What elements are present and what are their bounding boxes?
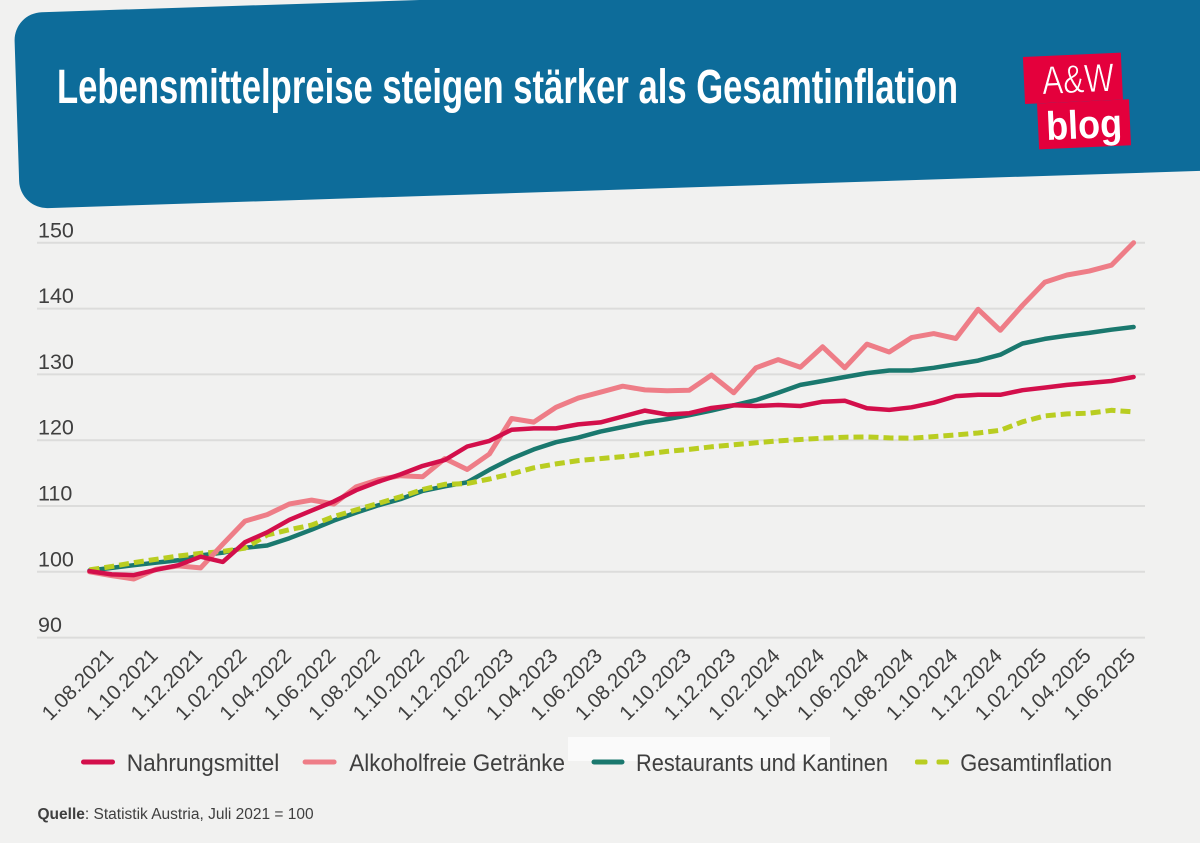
svg-text:Gesamtinflation: Gesamtinflation [960, 750, 1112, 777]
svg-text:Nahrungsmittel: Nahrungsmittel [127, 750, 280, 777]
svg-text:120: 120 [38, 416, 74, 440]
svg-text:Quelle: Statistik Austria, Jul: Quelle: Statistik Austria, Juli 2021 = 1… [38, 806, 315, 823]
svg-text:130: 130 [38, 350, 74, 374]
svg-text:A&W: A&W [1041, 56, 1115, 103]
svg-text:Alkoholfreie Getränke: Alkoholfreie Getränke [349, 750, 565, 777]
svg-text:90: 90 [38, 613, 62, 637]
svg-text:110: 110 [38, 482, 72, 506]
svg-text:Restaurants und Kantinen: Restaurants und Kantinen [636, 750, 888, 777]
svg-text:Lebensmittelpreise steigen stä: Lebensmittelpreise steigen stärker als G… [57, 61, 958, 114]
svg-text:150: 150 [38, 218, 74, 242]
svg-text:140: 140 [38, 284, 74, 308]
svg-text:blog: blog [1045, 102, 1123, 149]
svg-text:100: 100 [38, 547, 74, 571]
